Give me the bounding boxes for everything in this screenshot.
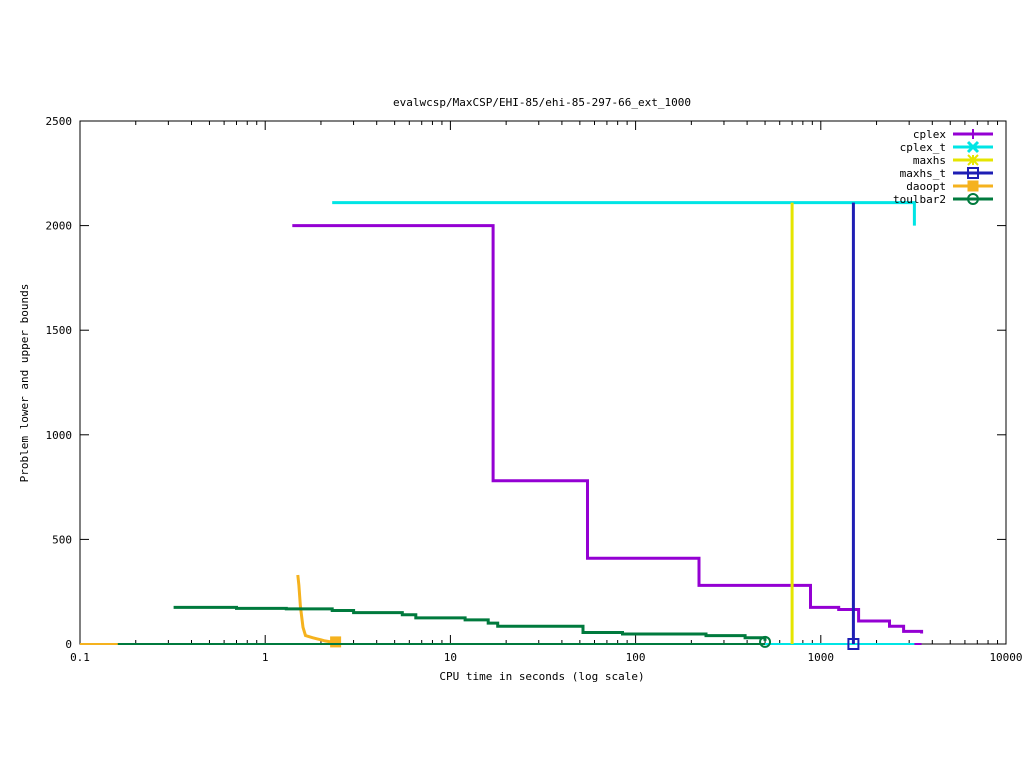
series-daoopt-marker bbox=[330, 636, 342, 648]
series-toulbar2-marker bbox=[759, 635, 772, 648]
x-tick-label: 1 bbox=[262, 651, 269, 664]
legend-label: maxhs_t bbox=[900, 167, 946, 180]
x-tick-label: 1000 bbox=[808, 651, 835, 664]
legend-marker bbox=[967, 167, 979, 179]
y-tick-label: 1000 bbox=[46, 429, 73, 442]
legend-marker bbox=[968, 129, 978, 139]
x-tick-label: 10 bbox=[444, 651, 457, 664]
legend-label: toulbar2 bbox=[893, 193, 946, 206]
y-axis: 0 500 1000 1500 2000 2500 bbox=[46, 115, 1006, 651]
legend-label: daoopt bbox=[906, 180, 946, 193]
legend-marker bbox=[966, 140, 980, 154]
y-tick-label: 0 bbox=[65, 638, 72, 651]
x-tick-label: 10000 bbox=[989, 651, 1022, 664]
y-axis-title: Problem lower and upper bounds bbox=[18, 284, 31, 483]
y-tick-label: 1500 bbox=[46, 324, 73, 337]
chart-title: evalwcsp/MaxCSP/EHI-85/ehi-85-297-66_ext… bbox=[393, 96, 691, 109]
legend-label: cplex bbox=[913, 128, 946, 141]
legend-marker bbox=[967, 193, 979, 205]
x-tick-label: 0.1 bbox=[70, 651, 90, 664]
series-daoopt bbox=[80, 574, 342, 648]
series-cplex_t bbox=[332, 201, 916, 645]
series-maxhs_t bbox=[847, 202, 860, 650]
series-maxhs_t-marker bbox=[847, 638, 860, 650]
y-tick-label: 500 bbox=[52, 533, 72, 546]
legend-item-cplex_t: cplex_t bbox=[900, 140, 993, 154]
legend-item-maxhs_t: maxhs_t bbox=[900, 167, 993, 180]
series-cplex-line bbox=[292, 224, 924, 634]
legend-item-maxhs: maxhs bbox=[913, 154, 993, 167]
y-tick-label: 2500 bbox=[46, 115, 73, 128]
legend-label: maxhs bbox=[913, 154, 946, 167]
series-daoopt-line bbox=[296, 574, 336, 644]
plot-frame bbox=[79, 120, 1007, 645]
x-axis-title: CPU time in seconds (log scale) bbox=[439, 670, 644, 683]
series-layer bbox=[80, 201, 924, 650]
legend-item-cplex: cplex bbox=[913, 128, 993, 141]
x-tick-label: 100 bbox=[626, 651, 646, 664]
legend-marker bbox=[967, 180, 979, 192]
legend-item-daoopt: daoopt bbox=[906, 180, 993, 193]
y-tick-label: 2000 bbox=[46, 220, 73, 233]
series-cplex bbox=[292, 224, 924, 645]
legend-label: cplex_t bbox=[900, 141, 946, 154]
series-toulbar2-line bbox=[173, 605, 767, 641]
legend-marker bbox=[967, 154, 979, 166]
legend-item-toulbar2: toulbar2 bbox=[893, 193, 993, 206]
series-cplex_t-line bbox=[332, 201, 916, 226]
series-toulbar2 bbox=[117, 605, 772, 648]
